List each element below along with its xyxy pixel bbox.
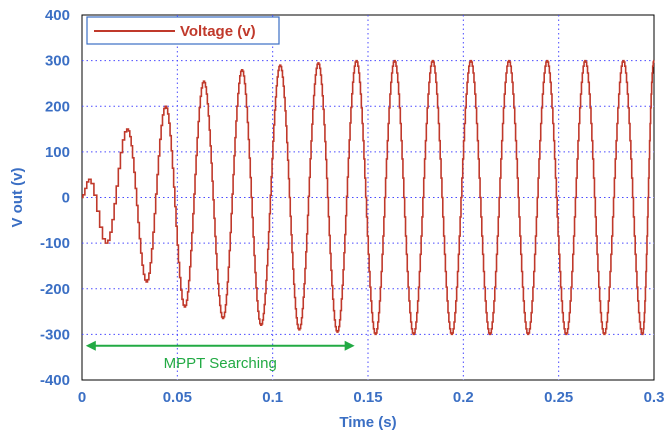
mppt-annotation: MPPT Searching — [85, 340, 355, 372]
y-tick-label: -400 — [40, 372, 70, 389]
y-tick-label: 0 — [62, 190, 70, 207]
y-tick-label: -200 — [40, 281, 70, 298]
series-group — [82, 59, 655, 336]
x-tick-label: 0.3 — [644, 389, 665, 406]
y-axis-title: V out (v) — [9, 168, 26, 228]
y-tick-label: 200 — [45, 98, 70, 115]
y-tick-label: 400 — [45, 7, 70, 24]
x-tick-label: 0.15 — [353, 389, 382, 406]
annotation-arrowhead-left — [85, 340, 96, 351]
annotation-label: MPPT Searching — [164, 355, 277, 372]
x-tick-labels: 0 0.05 0.1 0.15 0.2 0.25 0.3 — [78, 389, 665, 406]
y-tick-label: -300 — [40, 326, 70, 343]
x-tick-label: 0.2 — [453, 389, 474, 406]
x-tick-label: 0.1 — [262, 389, 283, 406]
x-tick-label: 0.05 — [163, 389, 192, 406]
legend-label: Voltage (v) — [180, 23, 256, 40]
x-tick-label: 0 — [78, 389, 86, 406]
legend-box — [86, 16, 280, 45]
voltage-series-line — [82, 59, 655, 336]
legend: Voltage (v) — [86, 16, 280, 45]
y-tick-label: 100 — [45, 144, 70, 161]
y-tick-label: 300 — [45, 53, 70, 70]
annotation-arrowhead-right — [344, 340, 355, 351]
x-axis-title: Time (s) — [339, 414, 396, 431]
y-tick-labels: -400 -300 -200 -100 0 100 200 300 400 — [40, 7, 70, 389]
y-tick-label: -100 — [40, 235, 70, 252]
x-tick-label: 0.25 — [544, 389, 573, 406]
